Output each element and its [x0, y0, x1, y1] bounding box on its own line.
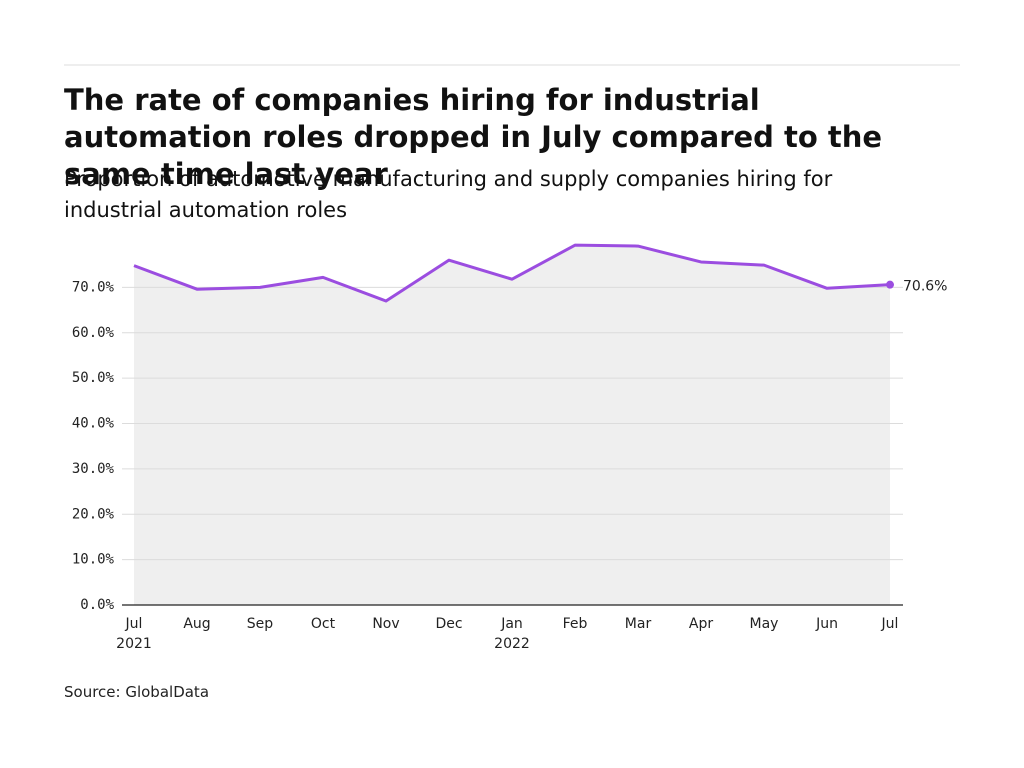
x-tick-label: Dec — [435, 616, 462, 632]
y-tick-label: 50.0% — [72, 370, 115, 386]
source: Source: GlobalData — [64, 683, 209, 701]
area — [134, 245, 890, 605]
x-tick-label: May — [750, 616, 779, 632]
y-tick-label: 70.0% — [72, 279, 115, 295]
y-tick-label: 10.0% — [72, 552, 115, 568]
y-tick-label: 60.0% — [72, 325, 115, 341]
y-tick-label: 30.0% — [72, 461, 115, 477]
x-tick-label: Jul — [881, 616, 899, 632]
x-tick-label: Nov — [372, 616, 399, 632]
x-tick-label: Jan 2022 — [494, 616, 530, 652]
x-tick-label: Jun — [815, 616, 838, 632]
x-tick-label: Mar — [625, 616, 652, 632]
x-tick-label: Aug — [183, 616, 210, 632]
line — [133, 243, 891, 303]
chart-subtitle: Proportion of automotive manufacturing a… — [64, 167, 833, 222]
value-label: 70.6% — [903, 279, 947, 295]
x-tick-label: Oct — [311, 616, 336, 632]
y-tick-label: 20.0% — [72, 506, 115, 522]
y-tick-label: 0.0% — [80, 597, 114, 613]
y-tick-label: 40.0% — [72, 416, 115, 432]
x-tick-label: Jul 2021 — [116, 616, 152, 652]
x-tick-label: Feb — [563, 616, 588, 632]
x-tick-label: Apr — [689, 616, 713, 632]
point — [886, 280, 894, 289]
x-tick-label: Sep — [247, 616, 274, 632]
chart-title: The rate of companies hiring for industr… — [64, 83, 882, 191]
